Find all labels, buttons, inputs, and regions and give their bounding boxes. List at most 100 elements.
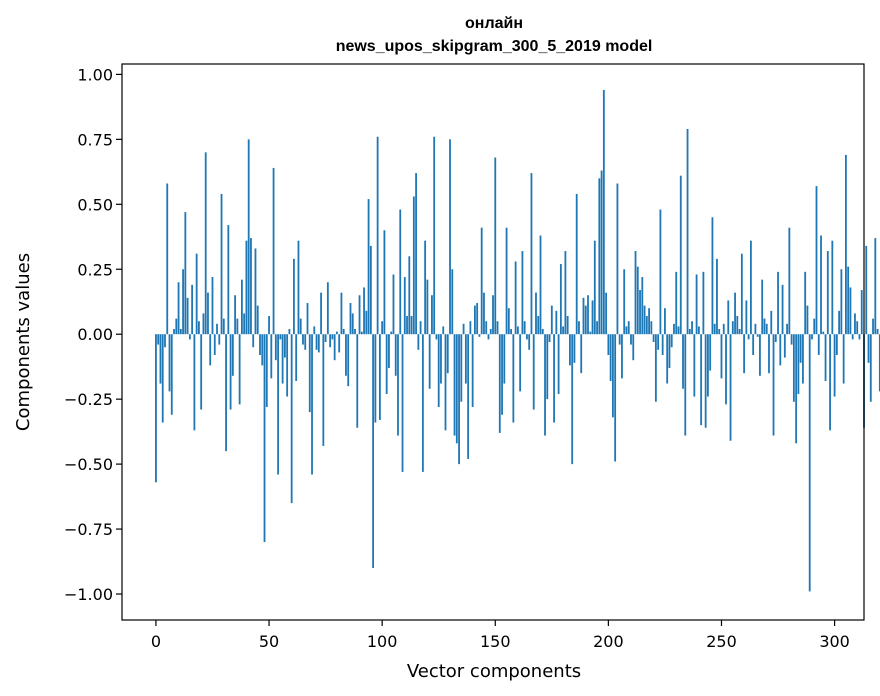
y-tick-label: 0.25 [77, 260, 113, 279]
bar [381, 321, 384, 335]
bar [569, 334, 571, 366]
bar [408, 256, 411, 335]
bar [546, 334, 549, 400]
bar [388, 334, 390, 368]
bar [539, 235, 542, 335]
bar [679, 175, 682, 335]
bar [256, 305, 259, 335]
bar [729, 334, 732, 441]
bar [876, 329, 879, 335]
x-tick-label: 250 [706, 632, 737, 651]
bar [354, 329, 356, 335]
bar [464, 334, 467, 384]
bar [826, 251, 829, 335]
bar [867, 334, 870, 363]
bar [659, 209, 662, 335]
bar [722, 323, 725, 335]
bar [749, 240, 752, 335]
bar [661, 334, 664, 355]
bar [743, 334, 746, 374]
bar [510, 329, 512, 335]
bar [677, 326, 680, 335]
bar [259, 334, 261, 355]
bar [306, 303, 309, 335]
bar [320, 292, 322, 335]
bar [648, 308, 650, 335]
bar [747, 334, 750, 340]
bar [634, 251, 637, 335]
bar [709, 334, 712, 371]
bar [489, 329, 492, 335]
bar [697, 326, 700, 335]
bar [813, 318, 816, 335]
bar [333, 334, 336, 361]
bar [630, 334, 632, 345]
bar [478, 334, 481, 337]
bar [324, 334, 327, 342]
y-tick-label: −0.75 [64, 520, 113, 539]
bar [535, 292, 537, 335]
bar [555, 310, 558, 335]
bar [770, 310, 773, 335]
bar [516, 326, 519, 335]
bar [670, 334, 673, 348]
bar [765, 323, 768, 335]
bar [811, 334, 813, 340]
bar [157, 334, 160, 345]
bar [822, 331, 825, 335]
bar [544, 334, 546, 436]
bar [492, 295, 494, 335]
bar [559, 264, 562, 335]
bar [211, 277, 214, 335]
bar [537, 316, 540, 335]
bar [707, 334, 709, 397]
bar [474, 305, 476, 335]
bar [727, 300, 730, 335]
bar [740, 253, 743, 335]
bar [849, 287, 852, 335]
bar [788, 227, 791, 335]
bar [804, 271, 807, 335]
bar [605, 292, 608, 335]
bar [817, 334, 820, 355]
bar [756, 334, 759, 337]
bar [860, 290, 863, 335]
bar [431, 295, 433, 335]
x-tick-label: 300 [819, 632, 850, 651]
bar [374, 334, 377, 423]
bar [523, 321, 526, 335]
bar [521, 251, 524, 335]
bar [435, 334, 438, 340]
bar [166, 183, 169, 335]
bar [487, 334, 490, 340]
bar [204, 152, 207, 335]
bar [161, 334, 164, 423]
bar [315, 334, 318, 350]
bar [815, 186, 818, 335]
bar [480, 227, 483, 335]
bar [229, 334, 232, 410]
bar [394, 334, 397, 376]
bar [272, 167, 275, 335]
bar [184, 212, 187, 335]
bar [618, 334, 621, 345]
bar [345, 334, 347, 376]
bar [872, 318, 874, 335]
bar [322, 334, 325, 446]
bar [360, 331, 363, 335]
bar [218, 334, 221, 345]
bar [621, 334, 623, 379]
bar [220, 193, 223, 335]
bar [293, 258, 295, 335]
bar [358, 295, 361, 335]
bar [505, 227, 508, 335]
bar [340, 292, 343, 335]
bar [541, 329, 544, 335]
bar [695, 274, 698, 335]
bar [410, 316, 413, 335]
bar [302, 334, 304, 345]
x-axis-label: Vector components [407, 661, 581, 682]
bar-series [155, 89, 880, 592]
bar [609, 334, 612, 381]
